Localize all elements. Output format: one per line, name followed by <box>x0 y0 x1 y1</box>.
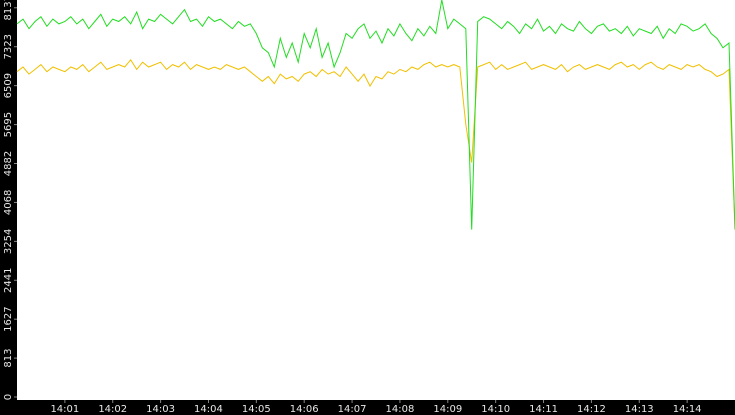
x-tick-label: 14:10 <box>481 404 510 415</box>
y-tick-label: 8137 <box>3 0 14 21</box>
y-tick-label: 0 <box>3 394 14 400</box>
y-tick-label: 6509 <box>3 73 14 98</box>
x-tick-label: 14:08 <box>386 404 415 415</box>
y-tick-label: 4882 <box>3 151 14 176</box>
y-tick-label: 5695 <box>3 112 14 137</box>
series-line <box>16 58 735 230</box>
y-tick-label: 4068 <box>3 190 14 215</box>
y-tick-label: 1627 <box>3 306 14 331</box>
x-tick-label: 14:13 <box>625 404 654 415</box>
series-line <box>16 0 735 230</box>
y-tick-label: 813 <box>3 349 14 368</box>
y-tick-label: 7323 <box>3 34 14 59</box>
x-tick-label: 14:14 <box>673 404 702 415</box>
x-tick-label: 14:06 <box>290 404 319 415</box>
x-tick-label: 14:07 <box>338 404 367 415</box>
y-axis-strip <box>0 0 17 415</box>
y-tick-label: 2441 <box>3 268 14 293</box>
x-tick-label: 14:04 <box>194 404 223 415</box>
x-tick-label: 14:11 <box>529 404 558 415</box>
x-tick-label: 14:05 <box>242 404 271 415</box>
x-tick-label: 14:03 <box>146 404 175 415</box>
x-tick-label: 14:09 <box>433 404 462 415</box>
x-tick-label: 14:01 <box>50 404 79 415</box>
x-tick-label: 14:12 <box>577 404 606 415</box>
y-tick-label: 3254 <box>3 229 14 254</box>
x-axis-strip <box>0 400 735 415</box>
x-tick-label: 14:02 <box>98 404 127 415</box>
